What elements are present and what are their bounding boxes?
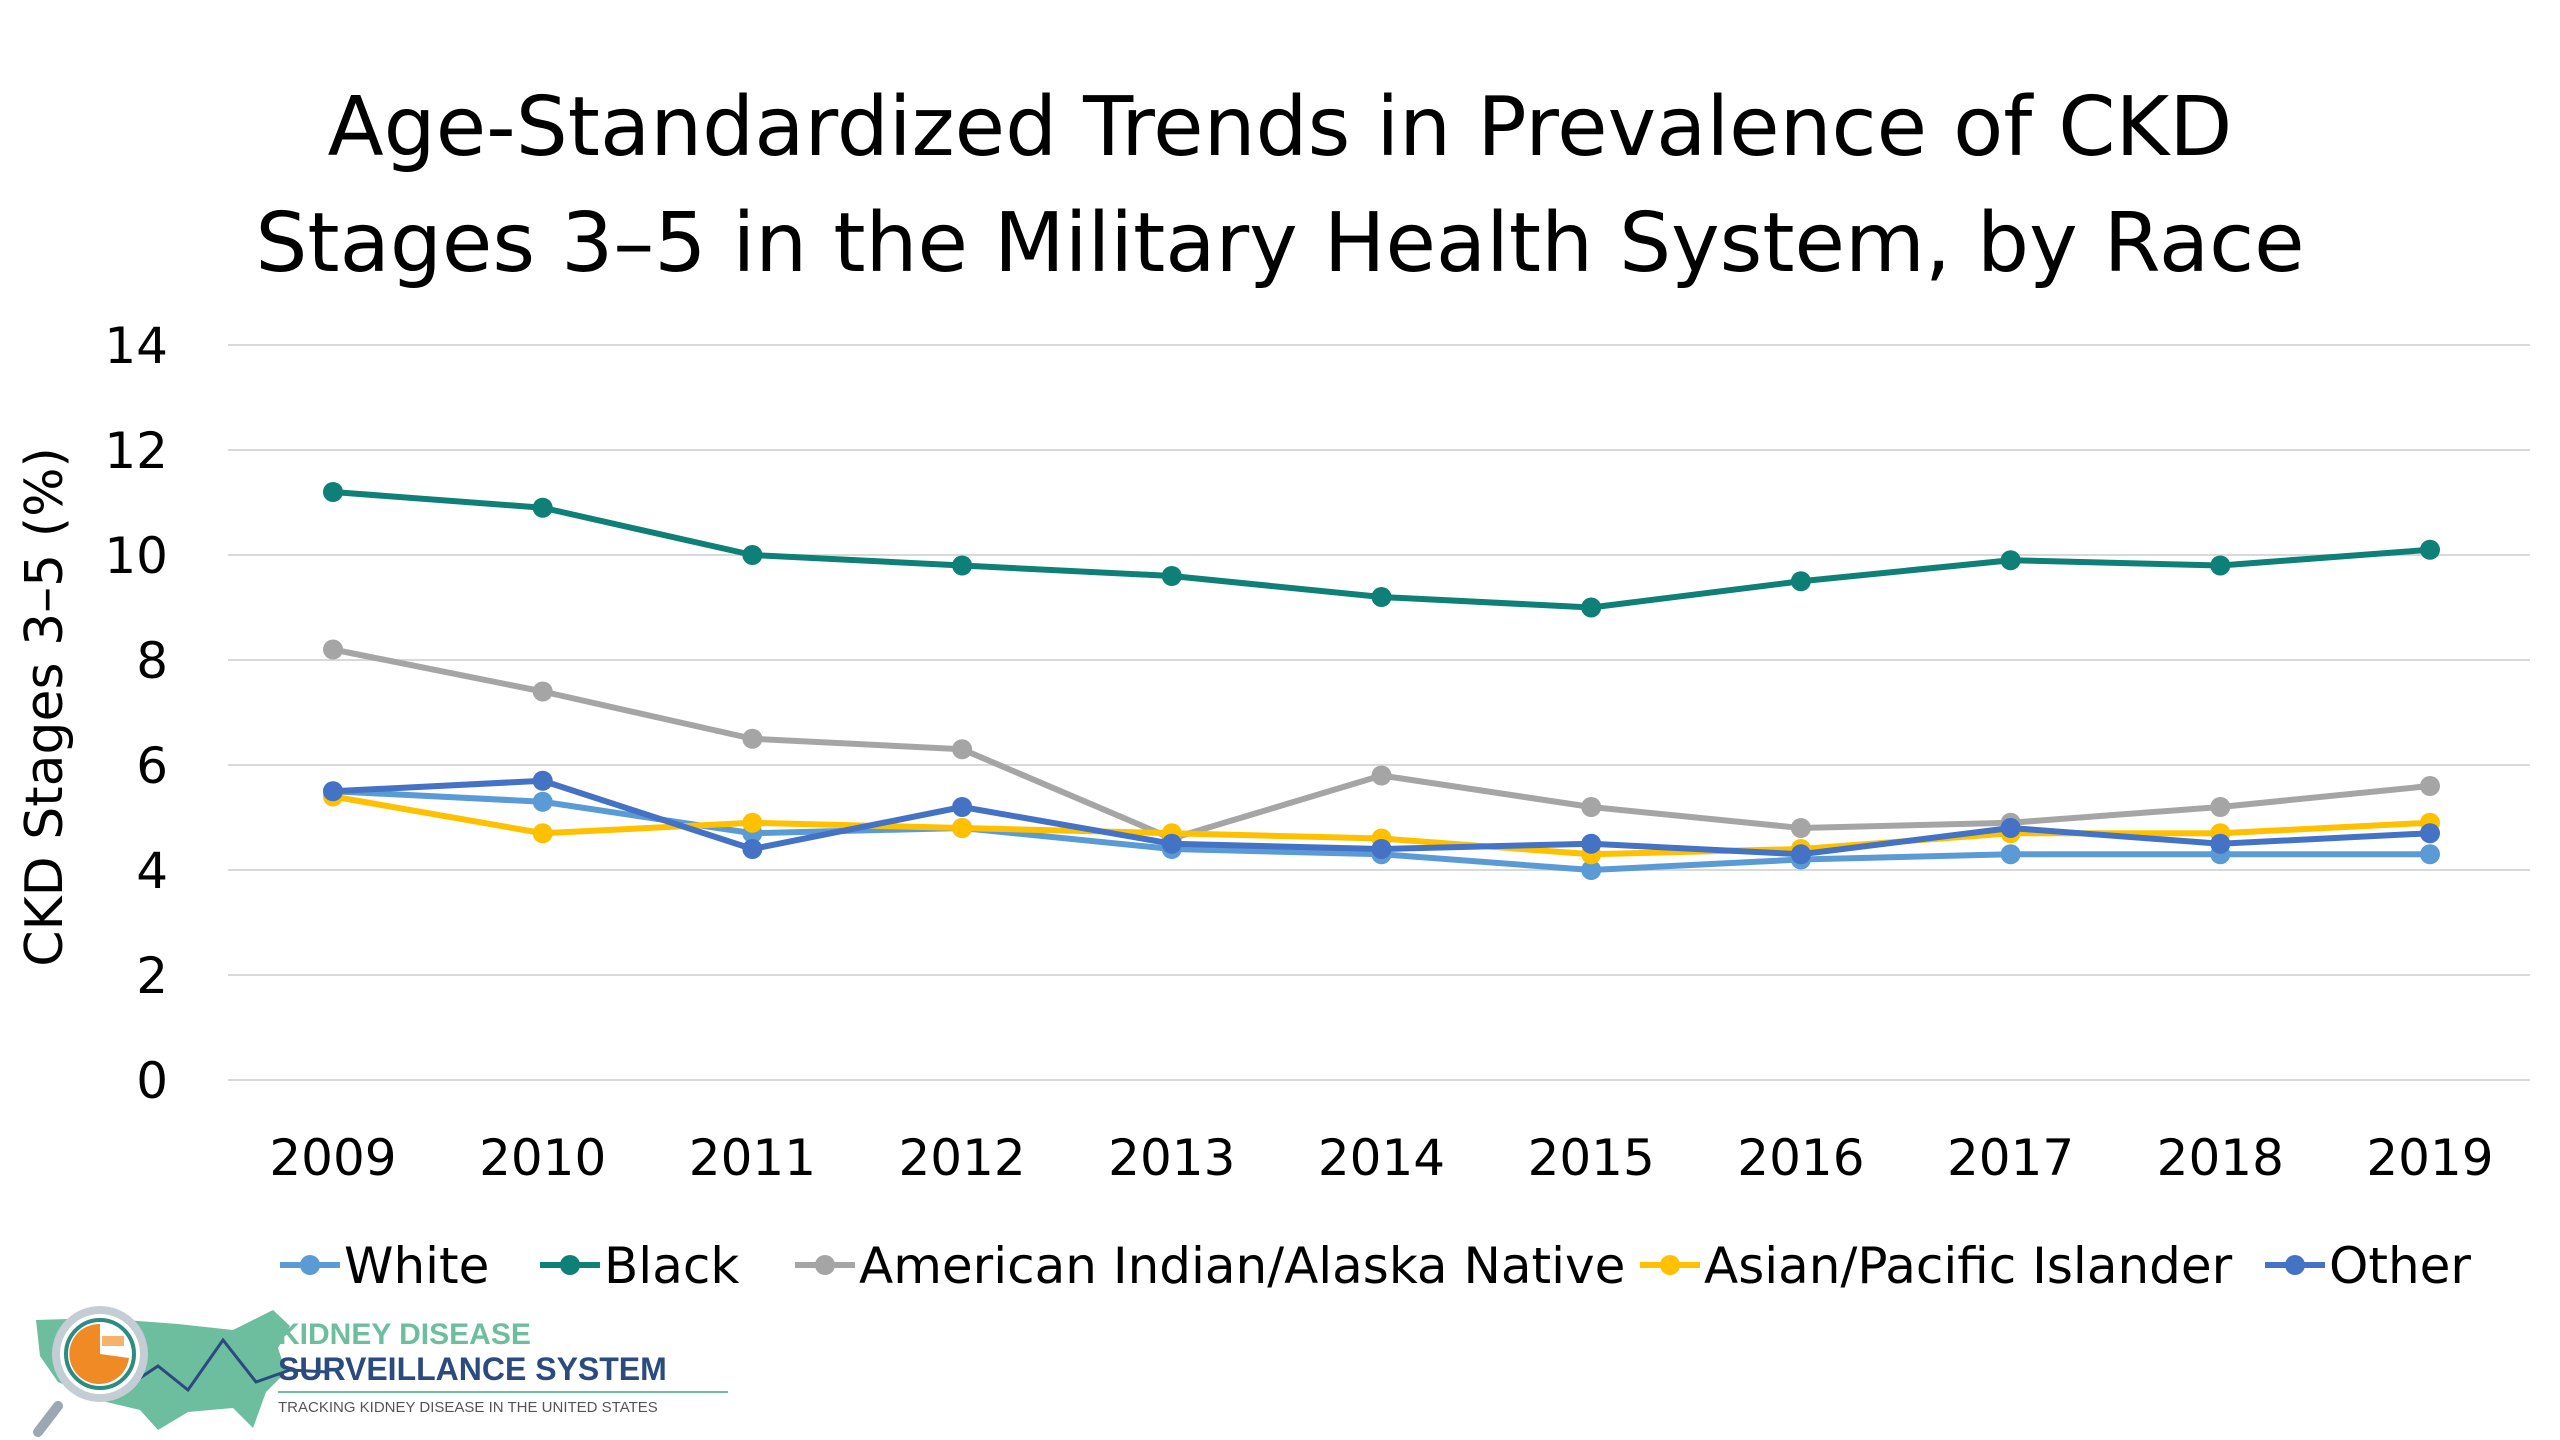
x-tick-label: 2011 bbox=[689, 1129, 816, 1187]
series-american-indian-alaska-native bbox=[323, 639, 2440, 849]
data-point bbox=[952, 797, 973, 817]
y-axis-ticks: 0 2 4 6 8 10 12 14 bbox=[104, 317, 168, 1110]
legend-item: American Indian/Alaska Native bbox=[795, 1237, 1625, 1295]
x-tick-label: 2014 bbox=[1318, 1129, 1445, 1187]
x-tick-label: 2019 bbox=[2366, 1129, 2493, 1187]
legend-item: Black bbox=[540, 1237, 739, 1295]
data-point bbox=[742, 839, 763, 859]
data-point bbox=[323, 639, 343, 660]
y-tick-label: 2 bbox=[136, 947, 168, 1005]
legend-label: Other bbox=[2329, 1237, 2471, 1295]
x-tick-label: 2015 bbox=[1528, 1129, 1655, 1187]
series-line bbox=[332, 646, 2431, 842]
logo-tagline: TRACKING KIDNEY DISEASE IN THE UNITED ST… bbox=[278, 1399, 658, 1416]
data-point bbox=[1371, 839, 1392, 859]
data-point bbox=[2420, 844, 2440, 865]
y-tick-label: 12 bbox=[104, 422, 168, 480]
data-point bbox=[742, 812, 763, 833]
series-other bbox=[323, 770, 2440, 865]
data-point bbox=[323, 482, 343, 502]
logo-line-1: KIDNEY DISEASE bbox=[278, 1318, 531, 1351]
logo-line-2: SURVEILLANCE SYSTEM bbox=[278, 1351, 667, 1387]
legend-label: Asian/Pacific Islander bbox=[1704, 1237, 2233, 1295]
data-point bbox=[1581, 597, 1602, 618]
data-point bbox=[2210, 833, 2231, 854]
data-point bbox=[1790, 571, 1811, 592]
legend-item: White bbox=[280, 1237, 489, 1295]
series-lines bbox=[323, 482, 2440, 880]
y-tick-label: 0 bbox=[136, 1052, 168, 1110]
y-tick-label: 6 bbox=[136, 737, 168, 795]
data-point bbox=[952, 739, 973, 760]
y-tick-label: 8 bbox=[136, 632, 168, 690]
data-point bbox=[1581, 797, 1602, 817]
chart-title: Age-Standardized Trends in Prevalence of… bbox=[0, 70, 2560, 302]
data-point bbox=[532, 681, 553, 702]
x-axis-ticks: 2009 2010 2011 2012 2013 2014 2015 2016 2017 2018… bbox=[269, 1129, 2493, 1187]
data-point bbox=[532, 770, 553, 791]
data-point bbox=[532, 791, 553, 812]
series-black bbox=[323, 482, 2440, 618]
data-point bbox=[2000, 550, 2021, 571]
data-point bbox=[952, 555, 973, 576]
legend-swatch-marker bbox=[815, 1255, 835, 1275]
data-point bbox=[1161, 566, 1182, 586]
data-point bbox=[1790, 844, 1811, 865]
data-point bbox=[742, 545, 763, 565]
x-tick-label: 2018 bbox=[2157, 1129, 2284, 1187]
legend-label: Black bbox=[604, 1237, 739, 1295]
legend-swatch-marker bbox=[1660, 1255, 1680, 1275]
data-point bbox=[1790, 818, 1811, 838]
x-tick-label: 2013 bbox=[1108, 1129, 1235, 1187]
legend-swatch-marker bbox=[560, 1255, 580, 1275]
data-point bbox=[2420, 539, 2440, 560]
gridlines bbox=[228, 344, 2530, 1081]
legend-swatch-marker bbox=[300, 1255, 320, 1275]
legend: White Black American Indian/Alaska Native A… bbox=[280, 1237, 2471, 1295]
legend-item: Other bbox=[2265, 1237, 2471, 1295]
data-point bbox=[2420, 823, 2440, 844]
data-point bbox=[532, 823, 553, 844]
data-point bbox=[2000, 818, 2021, 838]
data-point bbox=[2210, 555, 2231, 576]
data-point bbox=[742, 728, 763, 749]
legend-label: White bbox=[344, 1237, 489, 1295]
legend-label: American Indian/Alaska Native bbox=[859, 1237, 1625, 1295]
x-tick-label: 2009 bbox=[269, 1129, 396, 1187]
trend-line-icon bbox=[127, 1337, 329, 1393]
x-tick-label: 2010 bbox=[479, 1129, 606, 1187]
y-tick-label: 14 bbox=[104, 317, 168, 375]
legend-item: Asian/Pacific Islander bbox=[1640, 1237, 2233, 1295]
line-chart: 0 2 4 6 8 10 12 14 2009 2010 2011 2012 2013 2014 2015… bbox=[15, 317, 2530, 1295]
y-axis-label: CKD Stages 3–5 (%) bbox=[15, 447, 75, 967]
data-point bbox=[2210, 797, 2231, 817]
data-point bbox=[1371, 587, 1392, 607]
x-tick-label: 2017 bbox=[1947, 1129, 2074, 1187]
data-point bbox=[532, 497, 553, 518]
data-point bbox=[1581, 860, 1602, 880]
data-point bbox=[2000, 844, 2021, 865]
data-point bbox=[952, 818, 973, 838]
magnifier-icon bbox=[33, 1306, 148, 1437]
data-point bbox=[323, 781, 343, 802]
chart-title-line-2: Stages 3–5 in the Military Health System… bbox=[255, 196, 2305, 291]
data-point bbox=[2420, 776, 2440, 796]
kdss-logo: KIDNEY DISEASE SURVEILLANCE SYSTEM TRACK… bbox=[33, 1306, 728, 1437]
chart-title-line-1: Age-Standardized Trends in Prevalence of… bbox=[327, 80, 2233, 175]
y-tick-label: 4 bbox=[136, 842, 168, 900]
data-point bbox=[1161, 833, 1182, 854]
x-tick-label: 2012 bbox=[898, 1129, 1025, 1187]
data-point bbox=[1581, 833, 1602, 854]
x-tick-label: 2016 bbox=[1737, 1129, 1864, 1187]
data-point bbox=[1371, 765, 1392, 786]
y-tick-label: 10 bbox=[104, 527, 168, 585]
legend-swatch-marker bbox=[2285, 1255, 2305, 1275]
